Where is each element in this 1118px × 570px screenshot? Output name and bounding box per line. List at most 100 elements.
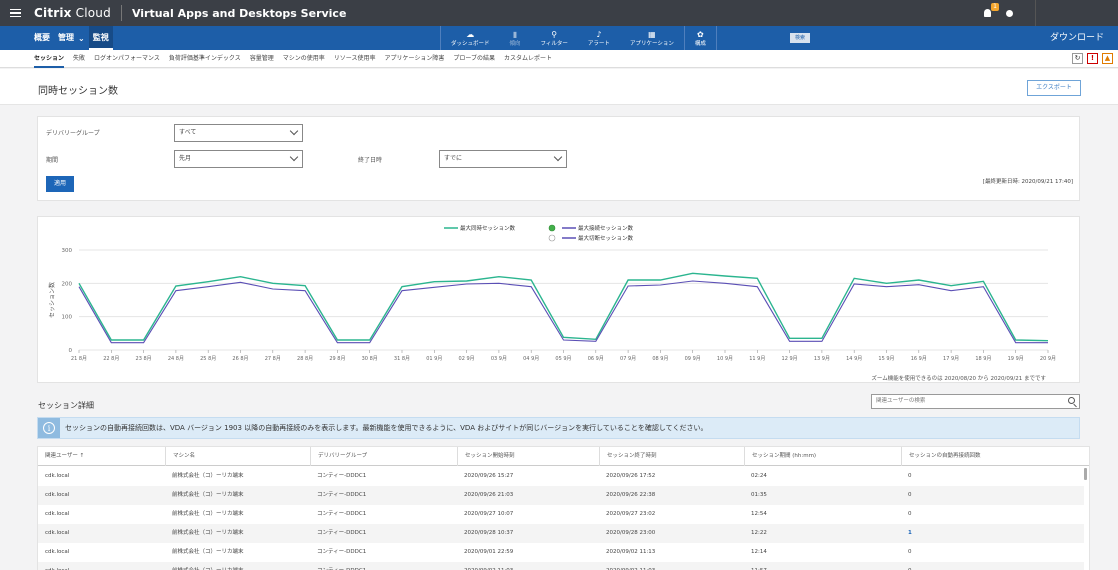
- export-button[interactable]: エクスポート: [1027, 80, 1081, 96]
- search-icon[interactable]: [1068, 397, 1075, 404]
- table-row[interactable]: cdk.local 前株式会社（コ）ーリカ端末 コンティー-DDDC1 2020/09…: [38, 486, 1084, 505]
- toolbar-button-5[interactable]: ✿ 構成: [685, 26, 716, 50]
- table-cell: コンティー-DDDC1: [317, 511, 367, 517]
- toolbar-button-0[interactable]: ☁ ダッシュボード: [441, 26, 500, 50]
- x-tick-label: 20 9月: [1040, 356, 1056, 362]
- series-line-1: [78, 280, 1048, 344]
- subnav-tab-6[interactable]: リソース使用率: [333, 55, 376, 62]
- toolbar-label: アプリケーション: [629, 40, 674, 47]
- toolbar-label: アラート: [587, 40, 610, 47]
- column-header-2[interactable]: デリバリーグループ: [310, 447, 457, 466]
- info-text: セッションの自動再接続回数は、VDA バージョン 1903 以降の自動再接続のみ…: [65, 424, 708, 432]
- notification-bell-icon[interactable]: 1: [980, 3, 999, 21]
- column-header-3[interactable]: セッション開始時刻: [457, 447, 599, 466]
- nav-search-button[interactable]: 検索: [790, 33, 810, 43]
- table-cell: 0: [908, 492, 912, 498]
- warning-icon[interactable]: ▲: [1102, 53, 1113, 64]
- table-cell: 12:22: [751, 530, 767, 536]
- subnav-tab-1[interactable]: 失敗: [73, 55, 86, 62]
- column-header-1[interactable]: マシン名: [165, 447, 310, 466]
- table-cell: 2020/09/26 15:27: [464, 473, 514, 479]
- table-scrollbar[interactable]: [1084, 468, 1087, 480]
- toolbar-icon-3: ♪: [596, 29, 602, 39]
- subnav-tab-2[interactable]: ログオンパフォーマンス: [94, 55, 160, 62]
- table-row[interactable]: cdk.local 前株式会社（コ）ーリカ端末 コンティー-DDDC1 2020/09…: [38, 467, 1084, 486]
- end-date-select[interactable]: すでに: [439, 150, 567, 168]
- x-tick-label: 26 8月: [232, 356, 248, 362]
- main-nav: 概要 管理 ⌄ 監視 ☁ ダッシュボード ▮ 傾向 ⚲ フィルター ♪ アラート ▦ アプリケーション ✿…: [0, 26, 1118, 50]
- column-header-5[interactable]: セッション期間 (hh:mm): [744, 447, 901, 466]
- x-tick-label: 16 9月: [911, 356, 927, 362]
- nav-tab-0[interactable]: 概要: [34, 33, 50, 42]
- error-icon[interactable]: !: [1087, 53, 1098, 64]
- toolbar-button-4[interactable]: ▦ アプリケーション: [620, 26, 684, 50]
- last-update-text: [最終更新日時: 2020/09/21 17:40]: [982, 179, 1073, 185]
- table-cell: コンティー-DDDC1: [317, 473, 367, 479]
- nav-tab-2[interactable]: 監視: [88, 26, 113, 50]
- topbar-divider: [1035, 0, 1036, 26]
- brand-divider: [120, 5, 122, 21]
- session-details-title: セッション詳細: [38, 401, 94, 410]
- zoom-note: ズーム機能を使用できるのは 2020/08/20 から 2020/09/21 ま…: [871, 376, 1046, 382]
- page-header: 同時セッション数 エクスポート: [0, 69, 1118, 105]
- x-tick-label: 03 9月: [491, 356, 507, 362]
- chevron-down-icon: [289, 152, 299, 162]
- subnav-tab-4[interactable]: 容量管理: [249, 55, 274, 62]
- table-cell: 2020/09/02 11:03: [599, 562, 655, 570]
- x-tick-label: 18 9月: [975, 356, 991, 362]
- subnav-tab-0[interactable]: セッション: [34, 50, 65, 68]
- subnav-tab-5[interactable]: マシンの使用率: [282, 55, 325, 62]
- table-row[interactable]: cdk.local 前株式会社（コ）ーリカ端末 コンティー-DDDC1 2020/09…: [38, 543, 1084, 562]
- toolbar-button-2[interactable]: ⚲ フィルター: [531, 26, 578, 50]
- toolbar-icon-0: ☁: [466, 29, 475, 39]
- table-row[interactable]: cdk.local 前株式会社（コ）ーリカ端末 コンティー-DDDC1 2020/09…: [38, 505, 1084, 524]
- x-tick-label: 05 9月: [555, 356, 571, 362]
- column-header-0[interactable]: 関連ユーザー ↑: [45, 453, 85, 459]
- period-select[interactable]: 先月: [174, 150, 303, 168]
- table-row[interactable]: cdk.local 前株式会社（コ）ーリカ端末 コンティー-DDDC1 2020/09…: [38, 524, 1084, 543]
- x-tick-label: 31 8月: [394, 356, 410, 362]
- table-cell: 2020/09/27 10:07: [464, 511, 514, 517]
- menu-icon[interactable]: [4, 0, 26, 26]
- subnav-tab-3[interactable]: 負荷評価基準インデックス: [168, 55, 241, 62]
- column-header-4[interactable]: セッション終了時刻: [599, 447, 744, 466]
- nav-tab-1[interactable]: 管理: [58, 33, 74, 42]
- subnav-tab-9[interactable]: カスタムレポート: [504, 55, 553, 62]
- x-tick-label: 04 9月: [523, 356, 539, 362]
- download-link[interactable]: ダウンロード: [1049, 33, 1104, 43]
- table-cell: 2020/09/27 23:02: [606, 511, 656, 517]
- y-tick-label: 200: [62, 281, 73, 287]
- subnav-tab-8[interactable]: プローブの結果: [453, 55, 496, 62]
- y-tick-label: 100: [62, 315, 73, 321]
- x-tick-label: 13 9月: [814, 356, 830, 362]
- x-tick-label: 30 8月: [362, 356, 378, 362]
- period-label: 期間: [46, 157, 59, 164]
- series-line-0: [78, 272, 1049, 342]
- column-header-6[interactable]: セッションの自動再接続回数: [901, 447, 1084, 466]
- legend-radio-selected-icon: [548, 224, 556, 232]
- y-tick-label: 300: [62, 248, 73, 254]
- toolbar-button-1[interactable]: ▮ 傾向: [500, 26, 531, 50]
- refresh-icon[interactable]: ↻: [1072, 53, 1083, 64]
- x-tick-label: 21 8月: [71, 356, 87, 362]
- toolbar-label: 傾向: [509, 40, 521, 47]
- apply-button[interactable]: 適用: [46, 176, 74, 192]
- user-search-input[interactable]: 関連ユーザーの検索: [871, 394, 1080, 409]
- subnav-tab-7[interactable]: アプリケーション障害: [384, 55, 445, 62]
- delivery-group-label: デリバリーグループ: [46, 130, 100, 137]
- x-tick-label: 08 9月: [652, 356, 668, 362]
- table-cell: 前株式会社（コ）ーリカ端末: [172, 530, 244, 536]
- toolbar-button-3[interactable]: ♪ アラート: [578, 26, 620, 50]
- table-row[interactable]: cdk.local 前株式会社（コ）ーリカ端末 コンティー-DDDC1 2020/09…: [38, 562, 1084, 570]
- user-avatar-icon[interactable]: [1006, 9, 1013, 17]
- table-cell: 前株式会社（コ）ーリカ端末: [172, 473, 244, 479]
- table-cell[interactable]: 1: [908, 530, 912, 536]
- table-cell: 前株式会社（コ）ーリカ端末: [172, 511, 244, 517]
- toolbar-label: 構成: [694, 40, 706, 47]
- x-tick-label: 19 9月: [1008, 356, 1024, 362]
- chevron-down-icon[interactable]: ⌄: [78, 33, 85, 43]
- table-cell: コンティー-DDDC1: [317, 492, 367, 498]
- table-cell: 前株式会社（コ）ーリカ端末: [172, 492, 244, 498]
- delivery-group-select[interactable]: すべて: [174, 124, 303, 142]
- legend-label-2: 最大切断セッション数: [578, 234, 634, 242]
